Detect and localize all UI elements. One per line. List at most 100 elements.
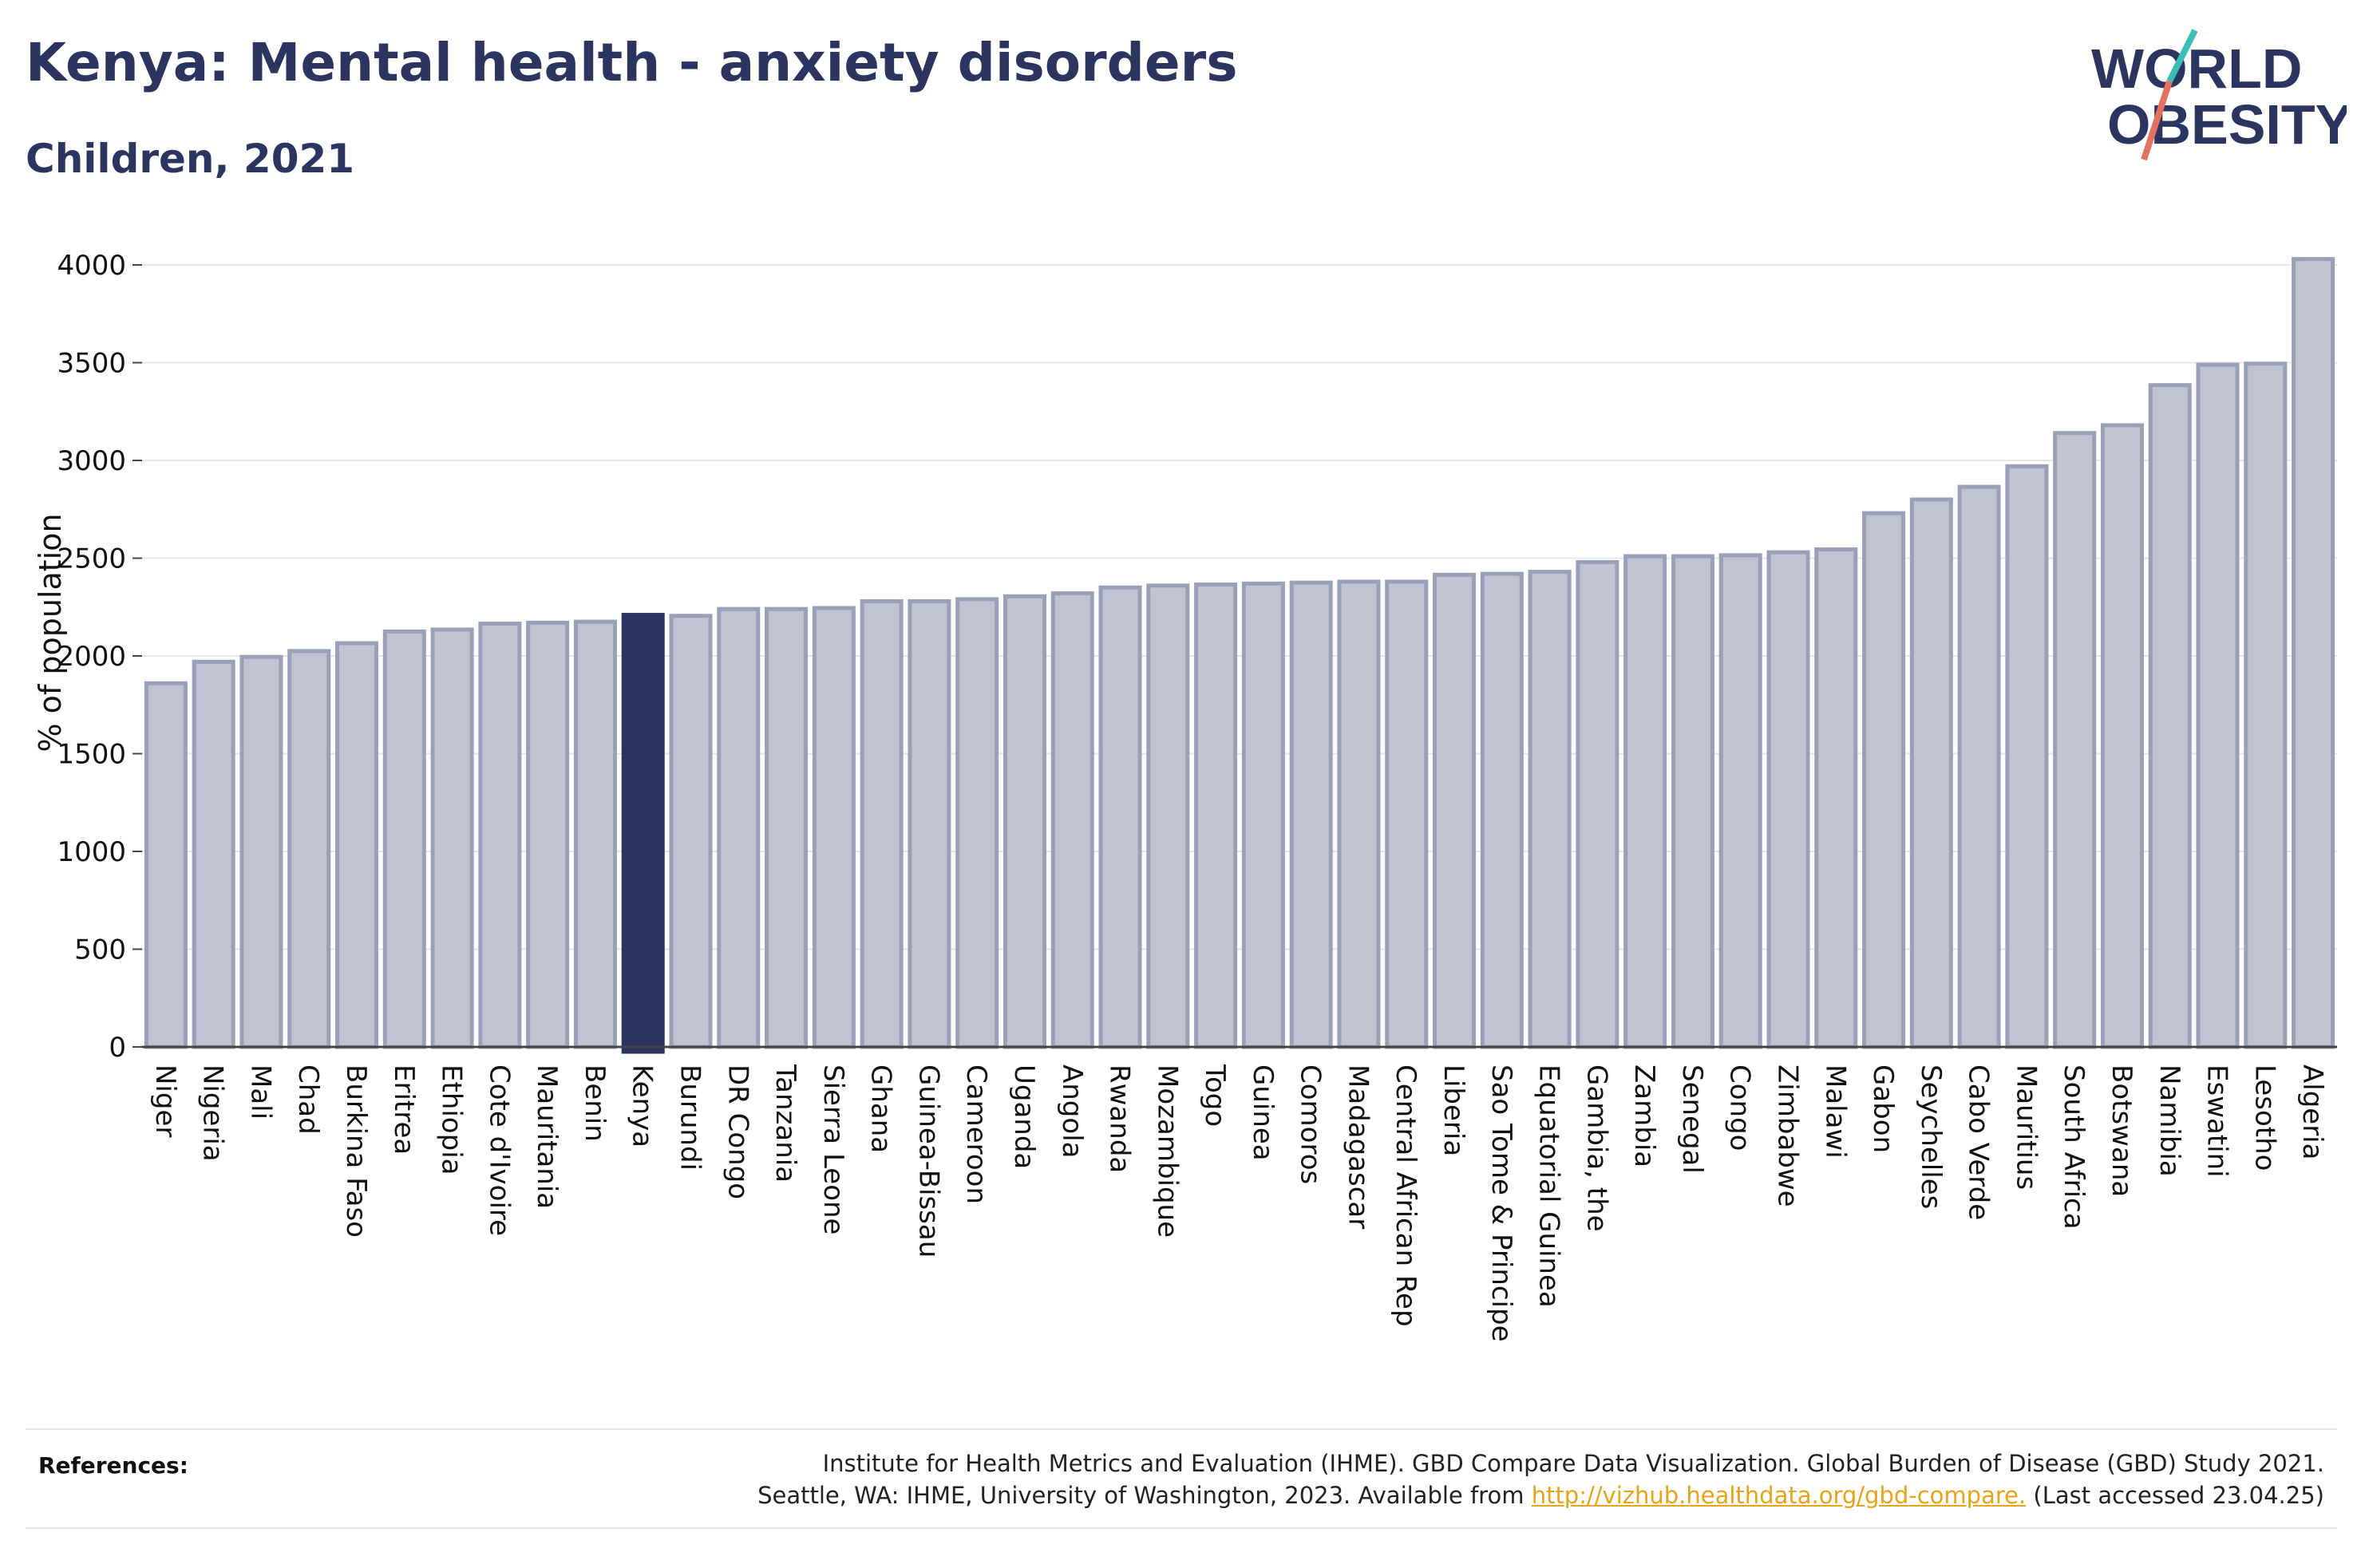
x-axis-ticks: Niger Nigeria Mali Chad Burkina Faso Eritrea E…	[149, 1064, 2328, 1342]
x-tick-label: Chad	[292, 1064, 324, 1135]
y-tick-label: 1500	[57, 739, 126, 771]
references-footer: References: Institute for Health Metrics…	[26, 1428, 2337, 1529]
y-tick-label: 1000	[57, 836, 126, 868]
x-tick-label: Mauritius	[2010, 1064, 2042, 1190]
bar-senegal	[1671, 554, 1714, 1049]
x-tick-label: Madagascar	[1342, 1064, 1374, 1229]
bar-cote-d-ivoire	[478, 622, 522, 1049]
page-subtitle: Children, 2021	[26, 136, 355, 182]
x-tick-label: Cote d'Ivoire	[483, 1064, 515, 1236]
y-tick-label: 3500	[57, 348, 126, 380]
x-tick-label: Mozambique	[1151, 1064, 1183, 1238]
x-tick-label: Sierra Leone	[817, 1064, 849, 1234]
bar-guinea	[1241, 581, 1285, 1049]
x-tick-label: Guinea	[1247, 1064, 1279, 1161]
x-tick-label: Botswana	[2106, 1064, 2138, 1197]
bar-niger	[144, 681, 188, 1049]
world-obesity-logo: WORLD OBESITY	[2091, 29, 2347, 161]
x-tick-label: Angola	[1056, 1064, 1088, 1158]
bar-liberia	[1433, 572, 1477, 1049]
x-tick-label: Kenya	[627, 1064, 658, 1147]
bar-comoros	[1289, 580, 1333, 1049]
bar-kenya	[621, 613, 665, 1054]
x-tick-label: Comoros	[1295, 1064, 1327, 1184]
x-tick-label: Zambia	[1628, 1064, 1660, 1167]
bar-guinea-bissau	[908, 598, 951, 1049]
x-tick-label: Central African Rep	[1390, 1064, 1422, 1327]
x-tick-label: South Africa	[2058, 1064, 2090, 1230]
y-tick-label: 2000	[57, 641, 126, 673]
y-tick-label: 3000	[57, 445, 126, 477]
x-tick-label: Equatorial Guinea	[1533, 1064, 1565, 1308]
bar-zambia	[1623, 554, 1667, 1049]
x-tick-label: Togo	[1199, 1064, 1231, 1127]
bar-mauritania	[526, 620, 570, 1049]
x-tick-label: Rwanda	[1104, 1064, 1136, 1173]
reference-link[interactable]: http://vizhub.healthdata.org/gbd-compare…	[1531, 1482, 2027, 1509]
x-tick-label: Sao Tome & Principe	[1485, 1064, 1517, 1342]
bar-equatorial-guinea	[1528, 570, 1572, 1049]
bar-mauritius	[2005, 464, 2049, 1049]
bar-eritrea	[382, 629, 426, 1049]
x-tick-label: Namibia	[2153, 1064, 2185, 1177]
bar-ghana	[860, 598, 904, 1049]
bar-angola	[1050, 591, 1094, 1049]
y-axis-ticks: 0 500 1000 1500 2000 2500 3000 3500 4000	[57, 250, 142, 1064]
bar-central-african-rep	[1385, 579, 1429, 1049]
x-tick-label: Gambia, the	[1580, 1064, 1612, 1232]
bar-eswatini	[2196, 362, 2240, 1049]
bar-mozambique	[1146, 583, 1190, 1049]
bar-nigeria	[192, 659, 235, 1049]
y-tick-label: 2500	[57, 543, 126, 575]
x-tick-label: Eswatini	[2201, 1064, 2233, 1178]
bar-uganda	[1003, 594, 1046, 1049]
x-tick-label: DR Congo	[722, 1064, 753, 1199]
logo-line1: WORLD	[2091, 38, 2302, 100]
y-tick-label: 4000	[57, 250, 126, 282]
x-tick-label: Liberia	[1438, 1064, 1469, 1156]
bar-algeria	[2292, 257, 2335, 1049]
x-tick-label: Benin	[579, 1064, 611, 1142]
x-tick-label: Cabo Verde	[1963, 1064, 1995, 1220]
bar-gabon	[1862, 511, 1906, 1049]
bar-ethiopia	[430, 627, 474, 1049]
x-tick-label: Ghana	[865, 1064, 897, 1153]
x-tick-label: Lesotho	[2248, 1064, 2280, 1171]
bar-cabo-verde	[1957, 484, 2001, 1049]
y-tick-label: 500	[74, 934, 126, 966]
x-tick-label: Eritrea	[388, 1064, 420, 1155]
reference-line-1: Institute for Health Metrics and Evaluat…	[822, 1450, 2324, 1477]
x-tick-label: Nigeria	[197, 1064, 229, 1162]
bar-botswana	[2100, 423, 2144, 1049]
bar-madagascar	[1337, 579, 1381, 1049]
logo-slash-teal-icon	[2166, 29, 2198, 83]
x-tick-label: Malawi	[1819, 1064, 1851, 1159]
y-tick-label: 0	[109, 1032, 126, 1064]
x-tick-label: Mali	[244, 1064, 276, 1120]
x-tick-label: Ethiopia	[436, 1064, 468, 1175]
logo-slash-coral-icon	[2141, 80, 2173, 161]
reference-line-2-pre: Seattle, WA: IHME, University of Washing…	[757, 1482, 1532, 1509]
bar-sierra-leone	[812, 606, 856, 1049]
x-tick-label: Burkina Faso	[340, 1064, 372, 1238]
bar-gambia-the	[1576, 559, 1619, 1049]
references-text: Institute for Health Metrics and Evaluat…	[757, 1448, 2324, 1511]
x-tick-label: Niger	[149, 1064, 181, 1137]
bar-zimbabwe	[1766, 550, 1810, 1049]
bar-seychelles	[1909, 497, 1953, 1049]
references-label: References:	[38, 1452, 188, 1479]
bar-rwanda	[1098, 585, 1142, 1049]
x-tick-label: Zimbabwe	[1772, 1064, 1804, 1207]
bar-sao-tome-principe	[1480, 571, 1524, 1049]
x-tick-label: Uganda	[1008, 1064, 1040, 1169]
x-tick-label: Algeria	[2296, 1064, 2328, 1159]
bar-burkina-faso	[335, 641, 379, 1049]
x-tick-label: Seychelles	[1915, 1064, 1947, 1209]
page-title: Kenya: Mental health - anxiety disorders	[26, 32, 1238, 93]
bar-congo	[1718, 553, 1762, 1049]
bar-togo	[1194, 583, 1238, 1049]
x-tick-label: Burundi	[674, 1064, 706, 1171]
bar-malawi	[1814, 547, 1858, 1049]
bar-cameroon	[955, 597, 999, 1049]
